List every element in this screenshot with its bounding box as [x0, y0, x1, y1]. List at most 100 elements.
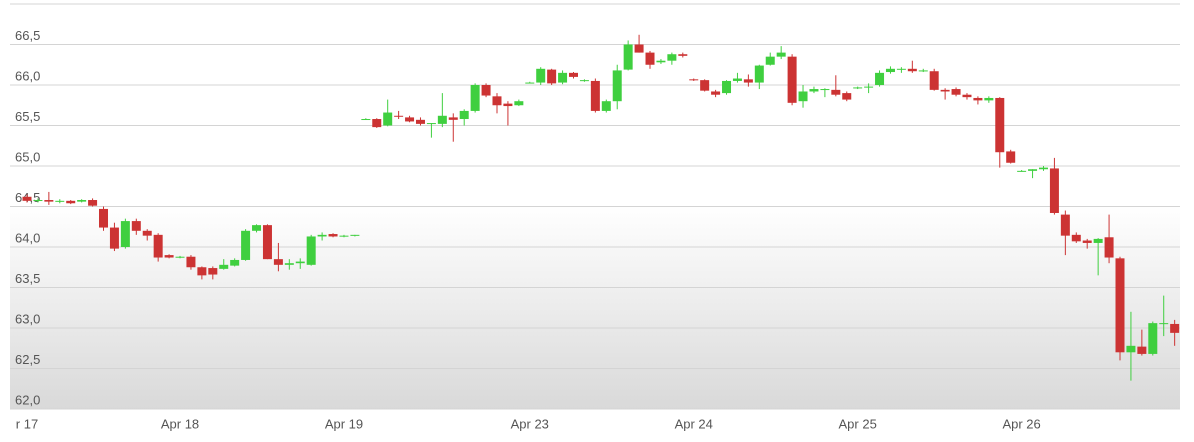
candle-body: [131, 221, 141, 231]
candle-body: [317, 234, 327, 237]
candle-body: [590, 80, 600, 111]
candle-body: [1126, 345, 1136, 353]
y-tick-label: 64,0: [15, 230, 40, 245]
candle-body: [700, 80, 710, 91]
candle-body: [164, 255, 174, 258]
y-tick-label: 65,0: [15, 149, 40, 164]
candle-body: [77, 200, 87, 202]
candle-body: [1148, 323, 1158, 354]
candle-body: [885, 68, 895, 73]
candle-body: [230, 259, 240, 266]
candle-body: [864, 86, 874, 88]
candle-body: [623, 44, 633, 70]
candle-body: [1137, 346, 1147, 354]
candle-body: [951, 89, 961, 95]
candle-body: [853, 87, 863, 89]
y-tick-label: 65,5: [15, 109, 40, 124]
candle-body: [241, 230, 251, 260]
candle-body: [306, 236, 316, 265]
candle-body: [262, 225, 272, 260]
x-tick-label: Apr 19: [325, 416, 363, 431]
candle-body: [153, 234, 163, 258]
candle-body: [569, 72, 578, 77]
candle-body: [1071, 234, 1081, 242]
candle-body: [514, 101, 524, 106]
candle-body: [350, 234, 360, 236]
candle-body: [722, 80, 732, 94]
candle-body: [896, 68, 906, 70]
candle-body: [470, 85, 480, 111]
candle-body: [579, 80, 589, 82]
candle-body: [809, 89, 819, 92]
candle-body: [1082, 240, 1092, 243]
candle-body: [186, 256, 196, 268]
candle-body: [907, 68, 917, 72]
y-tick-label: 62,0: [15, 392, 40, 407]
candle-body: [284, 263, 294, 265]
candle-body: [197, 267, 207, 276]
candle-body: [394, 115, 404, 117]
candle-body: [1159, 323, 1169, 325]
candle-body: [634, 44, 644, 53]
candle-body: [383, 112, 393, 126]
candle-body: [1017, 170, 1027, 172]
candle-body: [503, 103, 513, 107]
candle-body: [405, 117, 415, 122]
candle-body: [99, 208, 109, 228]
candle-body: [88, 200, 98, 206]
y-tick-label: 66,5: [15, 28, 40, 43]
x-tick-label: Apr 23: [511, 416, 549, 431]
candle-body: [656, 60, 666, 63]
candle-body: [1093, 238, 1103, 243]
candle-body: [252, 225, 262, 231]
candle-body: [820, 89, 830, 91]
candle-body: [918, 70, 928, 72]
candle-body: [973, 97, 983, 101]
candle-body: [426, 123, 436, 125]
candle-body: [109, 227, 119, 249]
candle-body: [66, 200, 76, 204]
candle-body: [962, 94, 972, 98]
x-tick-label: Apr 26: [1002, 416, 1040, 431]
candle-body: [995, 97, 1005, 153]
candle-body: [22, 196, 32, 201]
candle-body: [875, 72, 885, 85]
candle-body: [44, 200, 54, 202]
candle-body: [339, 235, 349, 237]
candle-body: [940, 89, 950, 92]
candle-body: [984, 97, 994, 101]
candle-body: [536, 68, 546, 83]
candle-body: [547, 69, 557, 84]
candle-body: [361, 119, 371, 121]
x-tick-label: Apr 18: [161, 416, 199, 431]
candle-body: [1038, 167, 1048, 170]
x-tick-label: r 17: [16, 416, 38, 431]
candle-body: [208, 268, 218, 275]
candle-body: [1115, 258, 1125, 353]
candle-body: [33, 200, 43, 202]
candle-body: [558, 72, 568, 83]
y-tick-label: 62,5: [15, 352, 40, 367]
y-tick-label: 63,0: [15, 311, 40, 326]
candle-body: [273, 259, 283, 265]
candle-body: [481, 85, 491, 96]
candle-body: [765, 56, 775, 65]
candle-body: [120, 221, 130, 247]
candle-body: [1006, 151, 1016, 163]
candle-body: [1060, 214, 1070, 236]
candle-body: [612, 70, 622, 102]
candle-body: [1104, 237, 1114, 258]
candle-body: [678, 54, 688, 56]
candle-body: [743, 79, 753, 83]
candle-body: [142, 230, 152, 236]
x-tick-label: Apr 24: [675, 416, 713, 431]
candle-body: [492, 96, 502, 106]
candle-body: [689, 79, 699, 81]
candle-body: [525, 82, 535, 84]
candle-body: [328, 234, 338, 237]
candle-body: [831, 89, 841, 95]
candle-body: [1028, 169, 1038, 171]
candle-body: [787, 56, 797, 103]
y-tick-label: 63,5: [15, 271, 40, 286]
